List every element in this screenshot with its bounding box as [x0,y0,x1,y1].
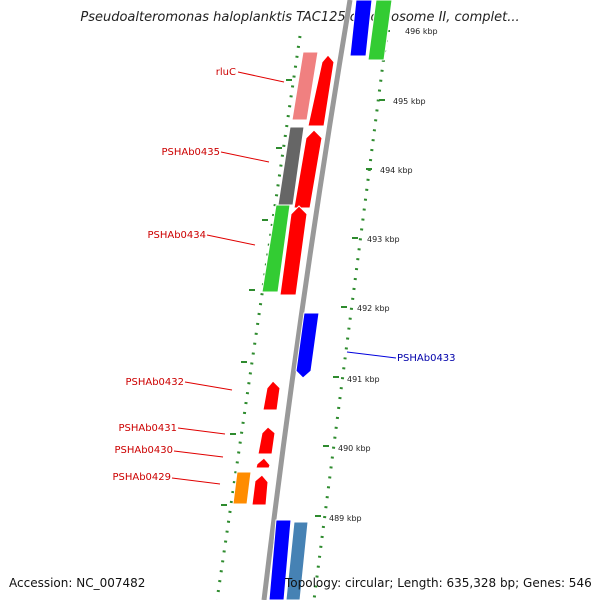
kbp-label: 489 kbp [329,514,362,523]
gene-arrow-blue [295,312,320,379]
gene-arrow-red [307,54,335,127]
inner-tick-group [221,79,292,506]
gene-block-green [261,204,291,293]
gene-block-orange [232,471,252,505]
gene-block-blue [349,0,373,57]
leader-line [184,381,233,391]
leader-line [173,450,224,458]
gene-arrow-red [255,457,271,469]
kbp-label: 494 kbp [380,166,413,175]
kbp-label: 490 kbp [338,444,371,453]
gene-block-pink [291,51,319,121]
chromosome-backbone [261,0,353,600]
topology-text: Topology: circular; Length: 635,328 bp; … [285,576,592,590]
leader-line [171,477,221,485]
leader-line [177,427,226,435]
gene-arrow-red [262,380,281,411]
gene-block-blue [268,519,292,600]
gene-arrow-red [257,426,276,455]
gene-arrow-red [293,129,323,209]
gene-block-steelblue [285,521,309,600]
gene-label[interactable]: rluC [216,67,236,78]
gene-label[interactable]: PSHAb0430 [114,445,173,456]
leader-line [346,351,397,359]
kbp-label: 492 kbp [357,304,390,313]
gene-label[interactable]: PSHAb0433 [397,353,456,364]
gene-arrow-red [279,205,308,296]
gene-arrow-red [251,474,269,506]
kbp-label: 495 kbp [393,97,426,106]
gene-label[interactable]: PSHAb0432 [125,377,184,388]
leader-line [206,234,256,246]
kbp-label: 496 kbp [405,27,438,36]
gene-label[interactable]: PSHAb0434 [147,230,206,241]
gene-label[interactable]: PSHAb0429 [112,472,171,483]
gene-block-green [367,0,393,61]
leader-line [237,71,285,83]
leader-line [220,151,270,163]
gene-block-gray [277,126,305,206]
kbp-label: 491 kbp [347,375,380,384]
outer-tick-track [312,39,388,600]
kbp-label: 493 kbp [367,235,400,244]
gene-label[interactable]: PSHAb0435 [161,147,220,158]
map-title: Pseudoalteromonas haloplanktis TAC125 ch… [80,10,520,25]
inner-tick-track [215,35,302,600]
gene-label[interactable]: PSHAb0431 [118,423,177,434]
accession-text: Accession: NC_007482 [9,576,146,590]
